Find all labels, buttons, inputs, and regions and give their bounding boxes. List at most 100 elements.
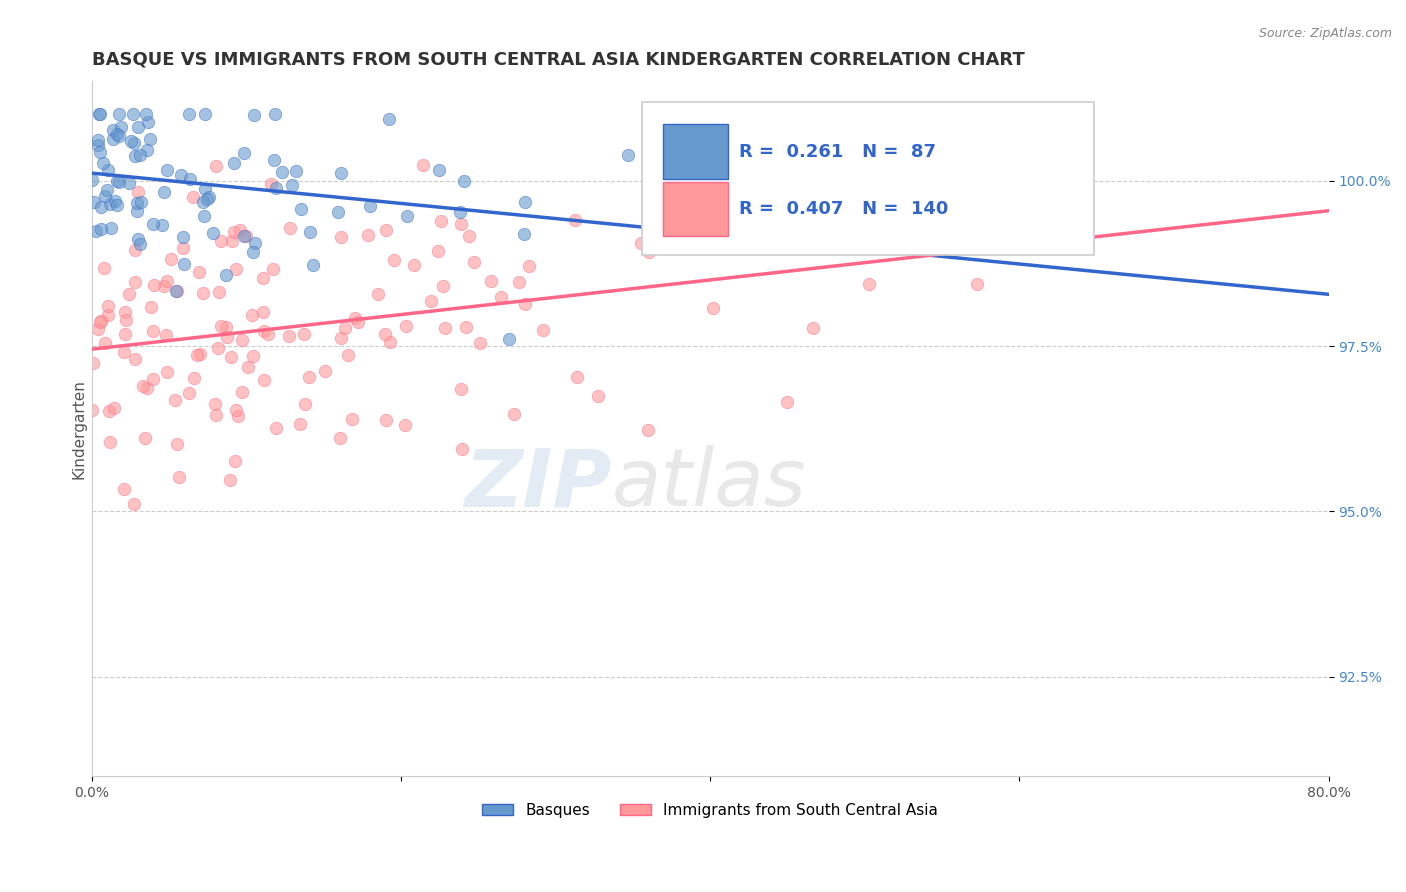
Point — [301, 258, 323, 272]
Point — [450, 217, 472, 231]
Point — [215, 268, 238, 282]
Point — [177, 107, 200, 121]
Point — [209, 234, 232, 248]
Point — [226, 409, 249, 424]
Point — [396, 210, 419, 224]
Point — [281, 178, 304, 193]
Point — [314, 364, 336, 378]
Point — [186, 348, 208, 362]
Point — [89, 315, 111, 329]
Point — [136, 381, 159, 395]
Point — [90, 222, 112, 236]
Point — [221, 235, 243, 249]
Point — [225, 262, 247, 277]
Point — [427, 163, 450, 178]
Point — [564, 212, 586, 227]
Point — [97, 299, 120, 313]
Point — [112, 482, 135, 496]
Point — [197, 192, 219, 206]
Point — [96, 183, 118, 197]
Point — [83, 194, 105, 209]
Point — [449, 204, 471, 219]
Point — [263, 153, 285, 167]
Point — [152, 186, 174, 200]
Point — [453, 174, 475, 188]
Point — [278, 329, 301, 343]
Point — [122, 497, 145, 511]
Point — [115, 313, 138, 327]
Point — [141, 324, 163, 338]
Point — [470, 336, 492, 351]
Point — [104, 194, 127, 208]
Point — [205, 408, 228, 422]
Point — [110, 120, 132, 134]
Point — [155, 328, 177, 343]
Point — [112, 345, 135, 359]
Point — [82, 356, 104, 370]
Point — [114, 305, 136, 319]
Point — [938, 128, 960, 142]
Point — [127, 120, 149, 135]
Point — [430, 213, 453, 227]
Point — [156, 365, 179, 379]
Point — [253, 324, 276, 338]
Point — [463, 255, 485, 269]
Point — [292, 327, 315, 342]
Point — [107, 175, 129, 189]
Point — [252, 270, 274, 285]
Point — [231, 334, 253, 348]
Point — [139, 132, 162, 146]
Point — [531, 323, 554, 337]
Point — [260, 178, 283, 192]
Point — [108, 107, 131, 121]
Point — [344, 311, 367, 326]
Text: R =  0.407   N =  140: R = 0.407 N = 140 — [738, 200, 948, 219]
Y-axis label: Kindergarten: Kindergarten — [72, 379, 86, 479]
Point — [97, 308, 120, 322]
Point — [508, 275, 530, 289]
Point — [127, 232, 149, 246]
Point — [359, 199, 381, 213]
Point — [100, 221, 122, 235]
Point — [637, 423, 659, 437]
Point — [252, 305, 274, 319]
Point — [125, 196, 148, 211]
Point — [513, 296, 536, 310]
Point — [966, 277, 988, 291]
Point — [803, 321, 825, 335]
Point — [432, 279, 454, 293]
Point — [285, 164, 308, 178]
Text: atlas: atlas — [612, 445, 806, 524]
Point — [188, 347, 211, 361]
Point — [124, 149, 146, 163]
Point — [153, 279, 176, 293]
Point — [170, 168, 193, 182]
Point — [517, 259, 540, 273]
Point — [229, 223, 252, 237]
Point — [243, 235, 266, 250]
Text: R =  0.261   N =  87: R = 0.261 N = 87 — [738, 143, 935, 161]
Point — [479, 274, 502, 288]
Point — [218, 473, 240, 487]
Point — [163, 392, 186, 407]
Point — [335, 321, 357, 335]
Point — [86, 321, 108, 335]
Point — [402, 258, 425, 272]
Point — [357, 227, 380, 242]
Point — [181, 190, 204, 204]
Point — [858, 277, 880, 292]
Point — [420, 294, 443, 309]
Point — [159, 252, 181, 267]
Point — [120, 134, 142, 148]
Point — [100, 197, 122, 211]
Point — [395, 319, 418, 334]
Point — [294, 397, 316, 411]
Point — [330, 331, 353, 345]
Point — [329, 431, 352, 445]
Point — [215, 330, 238, 344]
Point — [330, 229, 353, 244]
Point — [132, 379, 155, 393]
Point — [262, 261, 284, 276]
Point — [129, 236, 152, 251]
Point — [105, 127, 128, 141]
